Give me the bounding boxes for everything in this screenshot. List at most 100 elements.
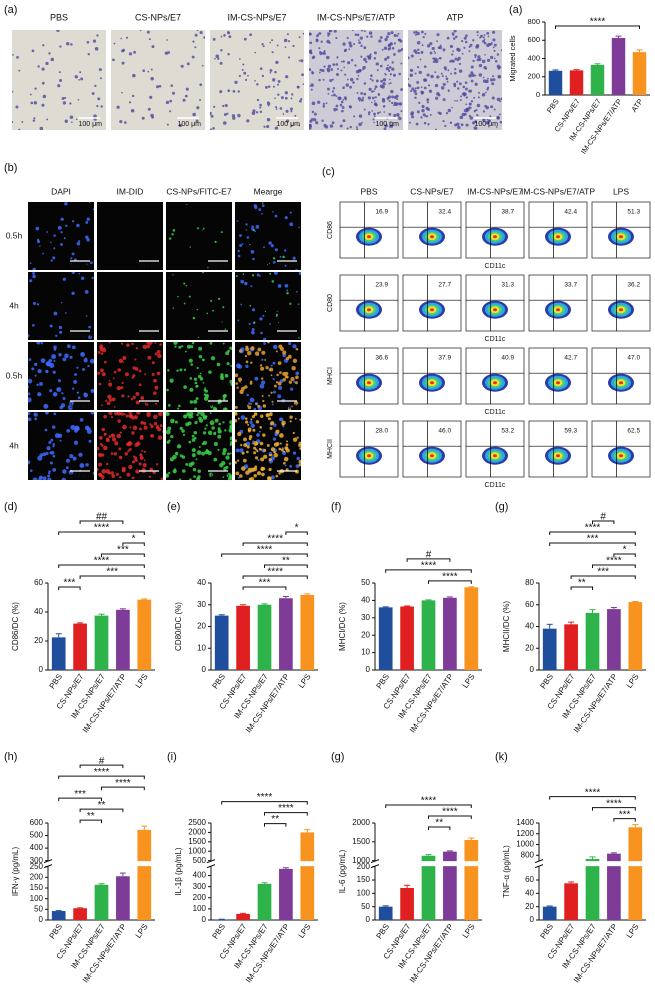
cell [410,111,415,115]
cell [326,55,330,60]
y-axis-label: IL-6 (pg/mL) [338,849,347,893]
cell [263,448,267,452]
cell [391,95,395,99]
significance-bracket [592,807,636,811]
cell [94,84,97,88]
cell [261,43,264,46]
cell [468,73,472,78]
cell [169,457,174,462]
cell [246,450,249,454]
cell [354,64,357,67]
cell [128,464,133,470]
y-tick-label: 600 [527,35,540,44]
cell [229,420,232,425]
cell [191,438,196,442]
cell [239,474,243,478]
cell [60,217,64,221]
cell [444,124,447,128]
cell [190,345,194,349]
cell [208,472,213,477]
cell [287,56,291,59]
cell [283,249,287,252]
cell [12,120,14,124]
cell [229,436,232,441]
cell [237,249,240,253]
cell [202,272,204,274]
significance-bracket [264,823,287,827]
significance-label: **** [257,545,273,556]
cell [223,466,227,471]
cell [118,358,123,363]
cell [129,426,132,429]
cell [206,312,209,315]
cell [263,337,267,340]
cell [367,111,371,114]
cell [259,426,263,429]
cell [97,350,101,354]
cell [270,244,274,248]
break-mark [534,859,544,864]
break-mark [534,864,544,869]
cell [219,90,223,94]
y-tick-label: 300 [30,856,44,865]
y-tick-label: 40 [197,578,206,587]
cell [421,104,425,109]
cell [295,375,299,380]
bar [443,597,457,670]
y-tick-label: 50 [34,904,43,913]
significance-label: *** [587,534,599,545]
cell [244,417,248,420]
cell [37,65,40,68]
gate-percent: 62.5 [627,428,640,435]
cell [253,407,257,410]
cell [456,59,460,62]
cell [214,418,219,423]
cell [267,417,271,421]
cell [89,358,94,364]
cell [483,38,486,41]
bar [73,623,87,670]
cell [335,104,339,108]
bar [421,600,436,670]
cell [321,119,324,122]
cell [237,254,241,258]
cell [447,69,450,72]
row-label: 0.5h [6,370,23,380]
cell [249,243,251,246]
cell [411,115,415,119]
y-tick-label: 200 [357,862,371,871]
cell [150,424,154,428]
cell [266,413,270,416]
cell [201,64,204,67]
cell [327,87,330,91]
y-tick-label: 20 [525,902,534,911]
density-contour [493,308,497,312]
cell [438,46,443,50]
cell [267,85,271,88]
cell [413,31,416,34]
scale-bar-label: 100 μm [475,121,499,128]
cell [279,255,282,258]
cell [397,32,400,35]
cell [468,102,472,106]
cell [322,78,325,81]
bar [300,832,315,920]
cell [440,86,445,90]
cell [271,51,274,54]
cell [475,127,478,130]
cell [222,451,226,456]
cell [172,274,174,276]
cell [255,402,258,405]
cell [45,451,49,456]
cell [323,123,327,128]
cell [46,118,49,121]
y-tick-label: 1400 [516,818,534,827]
cell [33,101,38,105]
cell [263,125,266,128]
cell [192,467,197,472]
cell [276,44,279,47]
cell [333,107,337,112]
cell [77,396,81,400]
cell [226,362,230,366]
cell [309,49,313,53]
